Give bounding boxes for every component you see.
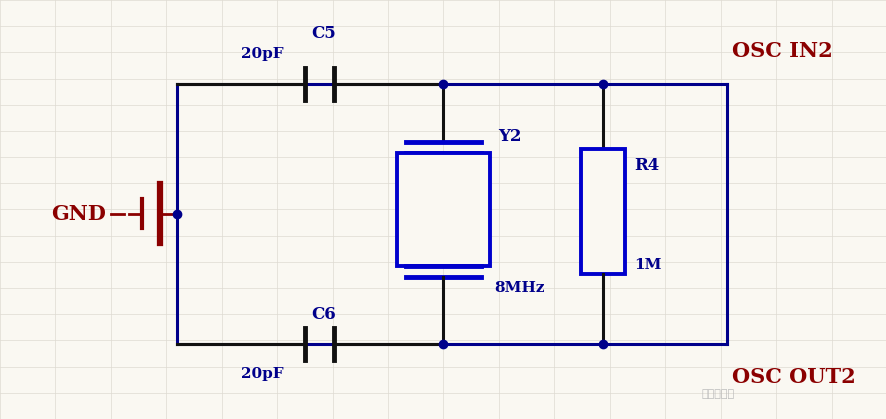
Text: OSC OUT2: OSC OUT2 [731, 367, 855, 387]
Text: Y2: Y2 [498, 127, 521, 145]
Text: 1M: 1M [633, 258, 661, 272]
Text: C5: C5 [311, 25, 336, 42]
Text: R4: R4 [633, 157, 658, 174]
Text: OSC IN2: OSC IN2 [731, 41, 832, 61]
Text: 硬件笔记本: 硬件笔记本 [701, 389, 734, 399]
Text: 8MHz: 8MHz [494, 281, 544, 295]
Bar [397, 153, 489, 266]
Text: C6: C6 [311, 305, 336, 323]
Text: 20pF: 20pF [241, 367, 284, 380]
Text: 20pF: 20pF [241, 47, 284, 61]
Text: GND: GND [51, 204, 106, 224]
Bar [580, 149, 625, 274]
